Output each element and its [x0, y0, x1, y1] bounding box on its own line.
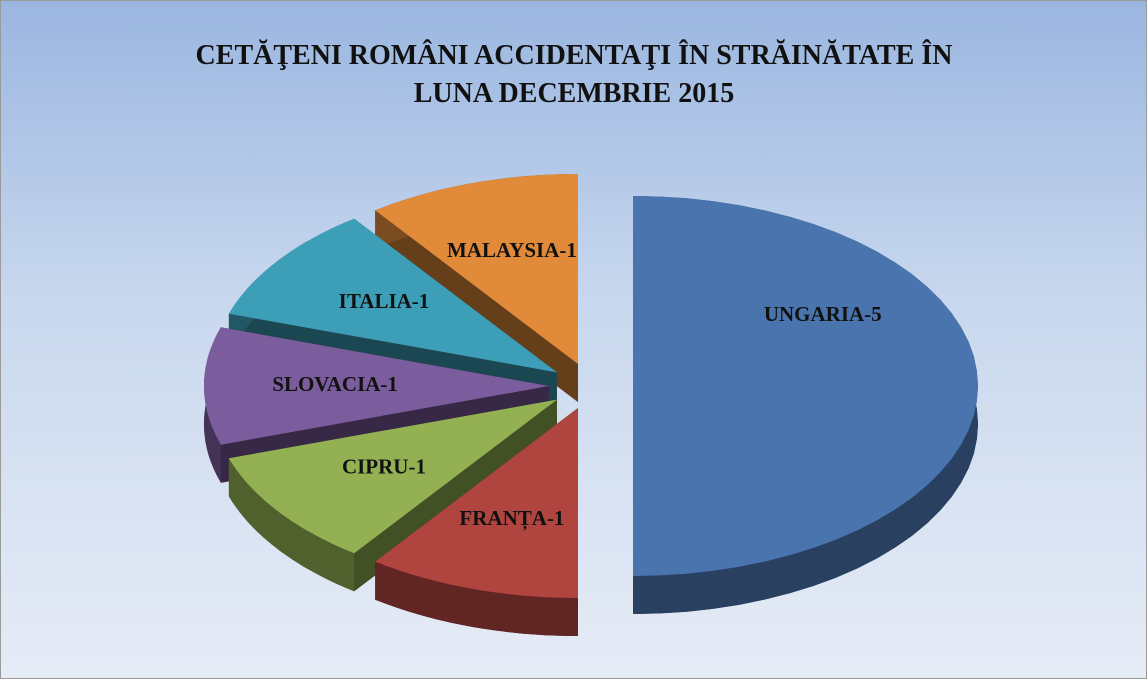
chart-title: CETĂŢENI ROMÂNI ACCIDENTAŢI ÎN STRĂINĂTA…	[195, 40, 953, 109]
data-label: FRANȚA-1	[459, 506, 564, 531]
slice-top	[375, 408, 578, 598]
data-label: SLOVACIA-1	[272, 372, 398, 396]
slice-wall	[375, 561, 578, 636]
pie-slice	[228, 399, 557, 592]
pie-slice	[375, 408, 578, 636]
slice-top	[228, 218, 557, 373]
pie-slice	[375, 174, 578, 402]
slice-top	[375, 174, 578, 364]
slice-top	[228, 399, 557, 554]
data-label: MALAYSIA-1	[447, 238, 577, 262]
data-label: ITALIA-1	[339, 289, 430, 313]
slice-top	[204, 327, 549, 445]
data-label: CIPRU-1	[342, 455, 426, 479]
pie-slice	[633, 196, 978, 614]
slice-top	[633, 196, 978, 576]
slice-wall	[228, 458, 355, 592]
data-label: UNGARIA-5	[764, 302, 882, 326]
